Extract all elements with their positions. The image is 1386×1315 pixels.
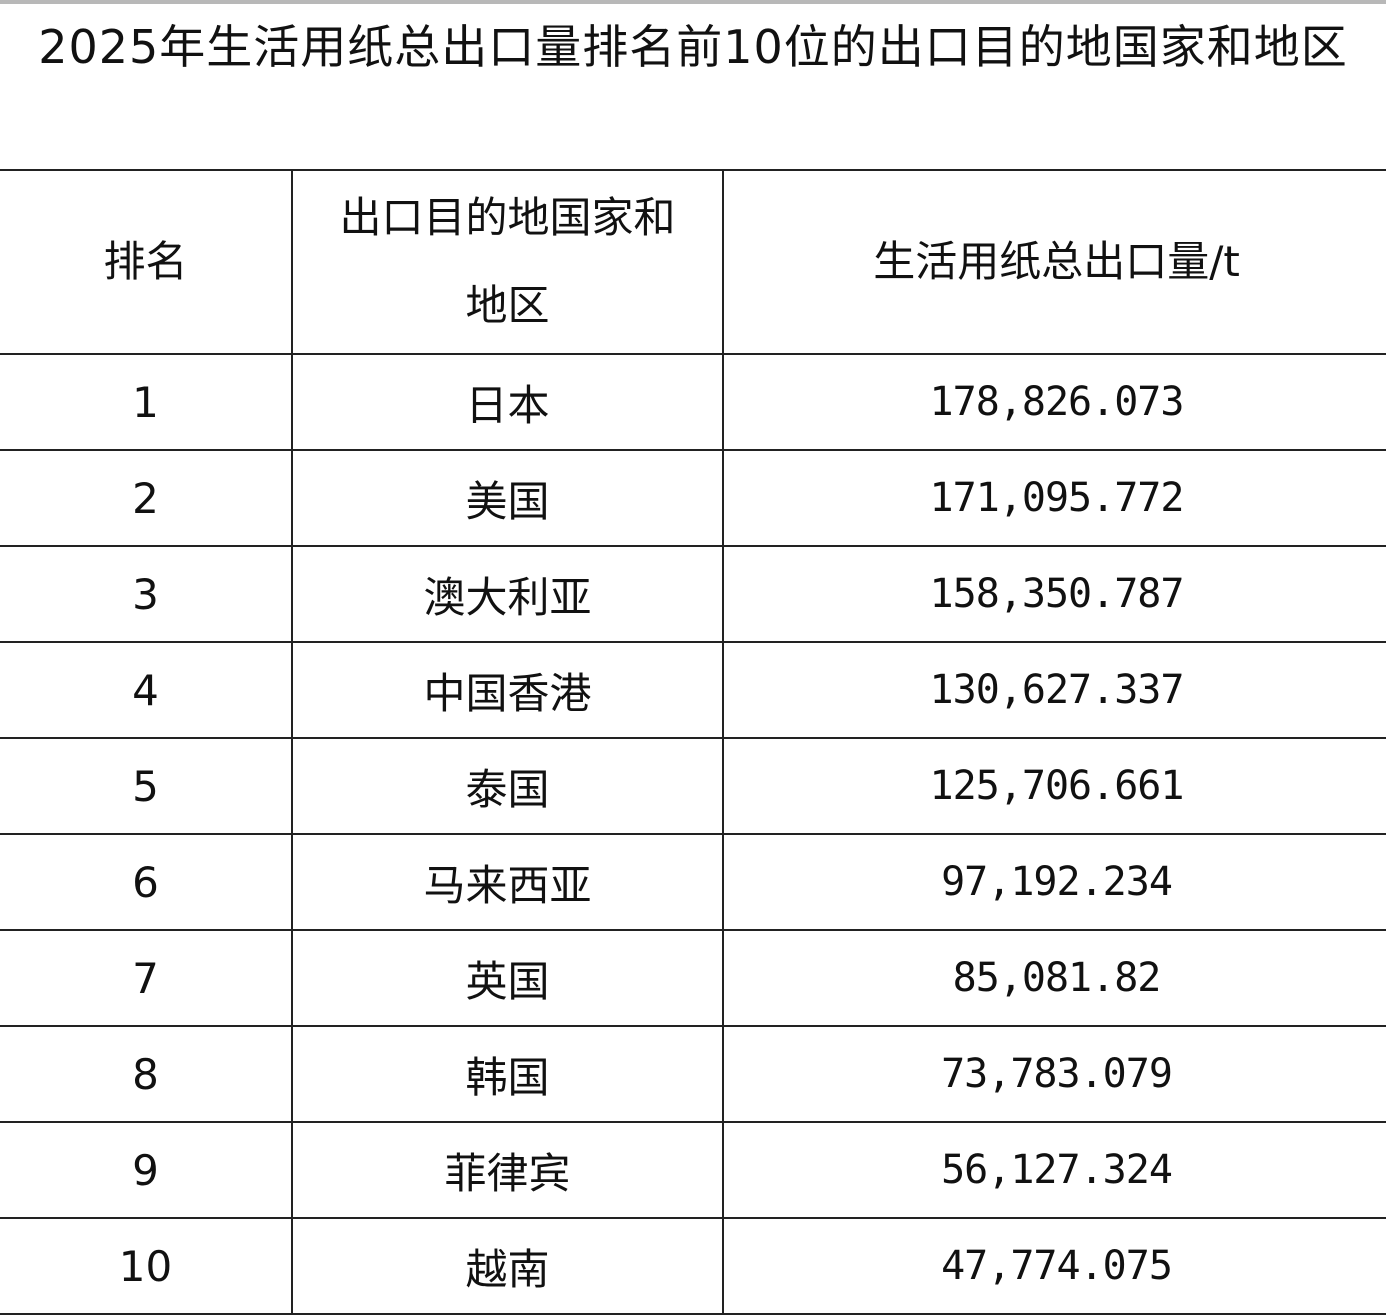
- rank-cell: 2: [0, 449, 293, 547]
- destination-cell: 泰国: [291, 737, 724, 835]
- table-row: 7 英国 85,081.82: [0, 929, 1386, 1027]
- table-row: 5 泰国 125,706.661: [0, 737, 1386, 835]
- export-volume-cell: 56,127.324: [722, 1121, 1386, 1219]
- table-row: 6 马来西亚 97,192.234: [0, 833, 1386, 931]
- table-row: 8 韩国 73,783.079: [0, 1025, 1386, 1123]
- rank-cell: 8: [0, 1025, 293, 1123]
- rank-cell: 6: [0, 833, 293, 931]
- table-row: 10 越南 47,774.075: [0, 1217, 1386, 1315]
- table-row: 4 中国香港 130,627.337: [0, 641, 1386, 739]
- export-volume-cell: 97,192.234: [722, 833, 1386, 931]
- rank-cell: 7: [0, 929, 293, 1027]
- header-row: 排名 出口目的地国家和地区 生活用纸总出口量/t: [0, 169, 1386, 355]
- header-rank: 排名: [0, 169, 293, 355]
- export-ranking-table: 排名 出口目的地国家和地区 生活用纸总出口量/t 1 日本 178,826.073 2…: [0, 169, 1386, 1315]
- table-title: 2025年生活用纸总出口量排名前10位的出口目的地国家和地区: [38, 20, 1348, 74]
- header-destination: 出口目的地国家和地区: [291, 169, 724, 355]
- export-volume-cell: 85,081.82: [722, 929, 1386, 1027]
- export-volume-cell: 158,350.787: [722, 545, 1386, 643]
- destination-cell: 澳大利亚: [291, 545, 724, 643]
- rank-cell: 1: [0, 353, 293, 451]
- destination-cell: 韩国: [291, 1025, 724, 1123]
- header-export-volume: 生活用纸总出口量/t: [722, 169, 1386, 355]
- export-volume-cell: 171,095.772: [722, 449, 1386, 547]
- export-volume-cell: 47,774.075: [722, 1217, 1386, 1315]
- table-row: 3 澳大利亚 158,350.787: [0, 545, 1386, 643]
- destination-cell: 中国香港: [291, 641, 724, 739]
- export-volume-cell: 178,826.073: [722, 353, 1386, 451]
- destination-cell: 日本: [291, 353, 724, 451]
- rank-cell: 4: [0, 641, 293, 739]
- rank-cell: 10: [0, 1217, 293, 1315]
- export-volume-cell: 73,783.079: [722, 1025, 1386, 1123]
- destination-cell: 菲律宾: [291, 1121, 724, 1219]
- export-volume-cell: 130,627.337: [722, 641, 1386, 739]
- destination-cell: 英国: [291, 929, 724, 1027]
- table-row: 9 菲律宾 56,127.324: [0, 1121, 1386, 1219]
- destination-cell: 马来西亚: [291, 833, 724, 931]
- export-volume-cell: 125,706.661: [722, 737, 1386, 835]
- rank-cell: 5: [0, 737, 293, 835]
- destination-cell: 美国: [291, 449, 724, 547]
- table-row: 2 美国 171,095.772: [0, 449, 1386, 547]
- destination-cell: 越南: [291, 1217, 724, 1315]
- table-row: 1 日本 178,826.073: [0, 353, 1386, 451]
- top-border-strip: [0, 0, 1386, 4]
- rank-cell: 9: [0, 1121, 293, 1219]
- rank-cell: 3: [0, 545, 293, 643]
